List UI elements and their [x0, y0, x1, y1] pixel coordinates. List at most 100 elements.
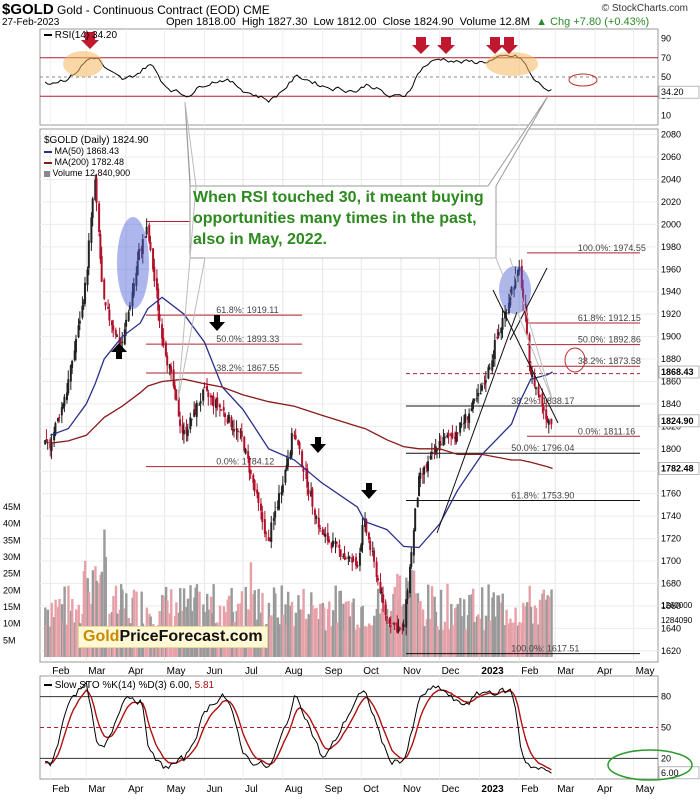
- volume-bar: [419, 600, 422, 657]
- volume-bar: [270, 615, 273, 657]
- price-candle: [321, 529, 324, 535]
- volume-bar: [447, 629, 450, 657]
- volume-bar: [491, 597, 494, 657]
- price-candle: [190, 418, 193, 421]
- high-label: High: [241, 16, 265, 28]
- price-candle: [331, 540, 334, 547]
- volume-tick-label: 5M: [3, 635, 16, 645]
- volume-bar: [496, 595, 499, 657]
- rsi-legend: RSI(14) 34.20: [44, 30, 117, 41]
- volume-bar: [132, 589, 136, 657]
- volume-bar: [470, 594, 474, 657]
- volume-bar: [322, 607, 326, 657]
- volume-bar: [87, 591, 91, 657]
- price-tick-label: 1920: [661, 309, 681, 319]
- volume-bar: [194, 587, 197, 657]
- sto-tick-label: 50: [661, 723, 671, 733]
- volume-bar: [537, 624, 540, 657]
- x-tick-label: Feb: [521, 666, 539, 677]
- price-candle: [297, 440, 300, 445]
- price-candle: [462, 422, 465, 424]
- price-candle: [455, 432, 458, 442]
- price-tick-label: 1700: [661, 556, 681, 566]
- volume-bar: [421, 609, 425, 657]
- price-candle: [497, 332, 500, 336]
- volume-bar: [91, 570, 95, 657]
- volume-bar: [313, 608, 317, 657]
- price-candle: [98, 203, 101, 232]
- volume-bar: [518, 622, 521, 657]
- up-arrow-icon: ▲: [536, 16, 548, 28]
- volume-bar: [206, 593, 209, 657]
- price-candle: [166, 355, 169, 366]
- price-candle: [542, 407, 545, 411]
- volume-bar: [480, 587, 484, 657]
- volume-bar: [364, 626, 367, 657]
- price-tick-label: 2080: [661, 130, 681, 140]
- price-candle: [501, 317, 504, 330]
- price-candle: [224, 413, 227, 418]
- annotation-text: When RSI touched 30, it meant buying opp…: [193, 189, 484, 248]
- volume-bar: [49, 626, 52, 657]
- price-candle: [186, 429, 189, 436]
- volume-bar: [455, 607, 458, 657]
- volume-bar: [439, 589, 443, 657]
- volume-bar: [505, 609, 508, 657]
- fib-right-low-label: 50.0%: 1796.04: [511, 443, 574, 453]
- x-tick-label: Sep: [325, 784, 343, 795]
- volume-bar: [104, 557, 107, 657]
- volume-bar: [86, 578, 89, 657]
- price-candle: [447, 433, 450, 437]
- price-candle: [348, 556, 351, 559]
- volume-bar: [306, 627, 309, 657]
- price-candle: [384, 604, 387, 615]
- price-candle: [326, 532, 329, 542]
- price-candle: [298, 442, 301, 450]
- volume-bar: [119, 584, 123, 657]
- price-candle: [259, 503, 262, 511]
- rsi-highlight-ellipse: [63, 51, 103, 77]
- price-candle: [247, 451, 250, 458]
- price-candle: [95, 177, 98, 203]
- volume-bar: [507, 623, 511, 657]
- volume-bar: [311, 605, 314, 657]
- price-candle: [209, 395, 212, 398]
- fib-right-top-label: 50.0%: 1892.86: [578, 335, 641, 345]
- price-candle: [182, 429, 185, 435]
- volume-bar: [369, 625, 372, 657]
- price-candle: [131, 292, 134, 307]
- price-candle: [104, 302, 107, 306]
- price-candle: [175, 389, 178, 401]
- volume-bar: [74, 609, 78, 657]
- ma200-line: [50, 378, 553, 470]
- volume-bar: [281, 614, 285, 657]
- price-candle: [252, 475, 255, 483]
- high-value: 1827.30: [267, 16, 308, 28]
- price-candle: [547, 420, 550, 425]
- price-candle: [360, 544, 363, 551]
- low-label: Low: [313, 16, 334, 28]
- price-candle: [227, 414, 230, 423]
- volume-bar: [427, 584, 430, 657]
- price-candle: [233, 428, 236, 432]
- price-candle: [73, 350, 76, 360]
- price-candle: [492, 355, 495, 358]
- price-candle: [412, 530, 415, 556]
- x-tick-label: Feb: [52, 784, 70, 795]
- price-candle: [121, 341, 124, 344]
- stockcharts-credit[interactable]: © StockCharts.com: [601, 3, 688, 14]
- volume-bar: [58, 598, 61, 657]
- price-candle: [226, 418, 229, 423]
- volume-bar: [414, 593, 417, 657]
- volume-bar: [73, 622, 77, 657]
- price-candle: [311, 488, 314, 507]
- volume-bar: [462, 599, 466, 657]
- price-candle: [545, 409, 548, 420]
- volume-bar: [510, 622, 513, 657]
- price-candle: [388, 618, 391, 624]
- volume-bar: [257, 588, 260, 657]
- volume-bar: [464, 629, 467, 657]
- volume-bar: [541, 593, 544, 657]
- price-candle: [507, 302, 510, 314]
